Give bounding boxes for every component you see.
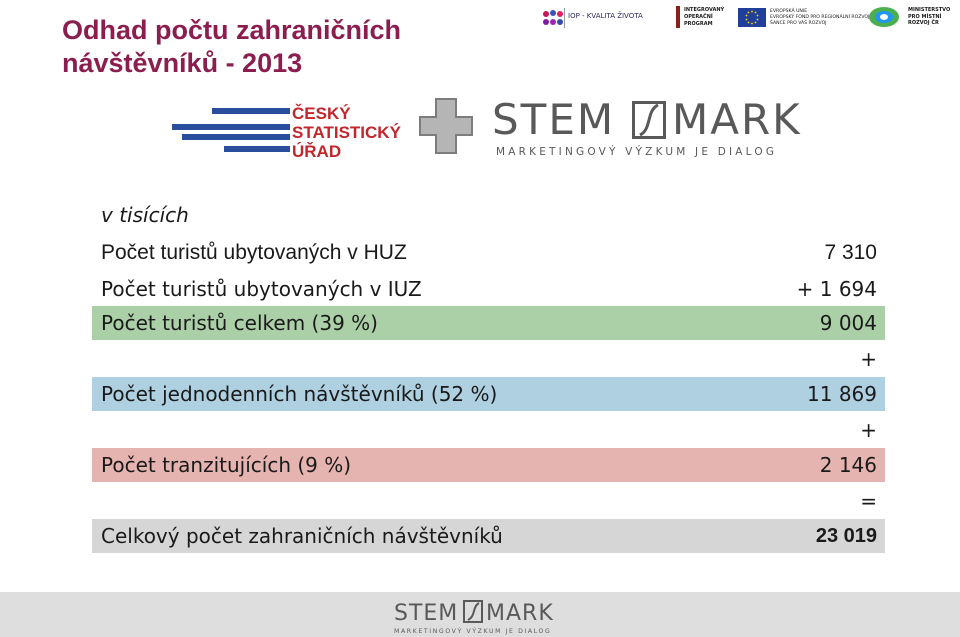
eu-flag-icon	[738, 8, 766, 27]
row-label: Počet tranzitujících (9 %)	[101, 453, 352, 477]
stem-mark-logo: STEM MARK MARKETINGOVÝ VÝZKUM JE DIALOG	[492, 97, 822, 163]
footer-bar: STEM MARK MARKETINGOVÝ VÝZKUM JE DIALOG	[0, 592, 960, 637]
iop-logo: IOP - KVALITA ŽIVOTA	[540, 6, 643, 30]
row-transit: Počet tranzitujících (9 %) 2 146	[92, 448, 885, 482]
row-label: Počet turistů ubytovaných v IUZ	[101, 277, 422, 301]
row-iuz: Počet turistů ubytovaných v IUZ + 1 694	[92, 272, 885, 306]
row-value: 11 869	[807, 382, 877, 406]
row-value: 9 004	[819, 311, 877, 335]
mark-text: MARK	[672, 95, 802, 144]
row-huz: Počet turistů ubytovaných v HUZ 7 310	[92, 236, 885, 270]
footer-mark-text: MARK	[486, 601, 554, 626]
unit-label: v tisících	[101, 203, 189, 227]
footer-stem-mark-logo: STEM MARK MARKETINGOVÝ VÝZKUM JE DIALOG	[394, 600, 554, 635]
operator-equals: =	[860, 489, 877, 513]
sponsor-logos: IOP - KVALITA ŽIVOTA INTEGROVANÝ OPERAČN…	[540, 6, 952, 30]
stem-mark-emblem-icon	[632, 101, 666, 139]
csu-logo: ČESKÝ STATISTICKÝ ÚŘAD	[172, 102, 412, 162]
row-label: Počet jednodenních návštěvníků (52 %)	[101, 382, 498, 406]
operator-plus: +	[860, 347, 877, 371]
row-value: 7 310	[824, 241, 877, 264]
iop-text: IOP - KVALITA ŽIVOTA	[568, 12, 643, 20]
eu-text: EVROPSKÁ UNIE EVROPSKÝ FOND PRO REGIONÁL…	[770, 9, 870, 26]
mmr-logo: MINISTERSTVO PRO MÍSTNÍ ROZVOJ ČR	[868, 6, 952, 30]
row-value: + 1 694	[796, 277, 877, 301]
operator-plus: +	[860, 418, 877, 442]
row-grand-total: Celkový počet zahraničních návštěvníků 2…	[92, 519, 885, 553]
row-value: 2 146	[819, 453, 877, 477]
row-tourists-total: Počet turistů celkem (39 %) 9 004	[92, 306, 885, 340]
stem-mark-tagline: MARKETINGOVÝ VÝZKUM JE DIALOG	[496, 146, 778, 158]
plus-icon	[419, 98, 473, 154]
iop-dots-icon	[543, 10, 563, 25]
mmr-emblem-icon	[869, 7, 899, 27]
row-label: Počet turistů celkem (39 %)	[101, 311, 378, 335]
stem-text: STEM	[492, 95, 616, 144]
integrated-program-logo: INTEGROVANÝ OPERAČNÍ PROGRAM	[676, 6, 725, 30]
mmr-text: MINISTERSTVO PRO MÍSTNÍ ROZVOJ ČR	[908, 7, 951, 26]
eu-logo: EVROPSKÁ UNIE EVROPSKÝ FOND PRO REGIONÁL…	[738, 6, 869, 30]
csu-text: ČESKÝ STATISTICKÝ ÚŘAD	[292, 104, 401, 161]
row-label: Počet turistů ubytovaných v HUZ	[101, 241, 407, 264]
row-day-visitors: Počet jednodenních návštěvníků (52 %) 11…	[92, 377, 885, 411]
page-title: Odhad počtu zahraničních návštěvníků - 2…	[62, 15, 402, 78]
integrated-program-text: INTEGROVANÝ OPERAČNÍ PROGRAM	[684, 7, 725, 27]
footer-tagline: MARKETINGOVÝ VÝZKUM JE DIALOG	[394, 626, 551, 635]
footer-stem-text: STEM	[394, 601, 458, 626]
row-label: Celkový počet zahraničních návštěvníků	[101, 524, 503, 548]
row-value: 23 019	[815, 525, 877, 547]
